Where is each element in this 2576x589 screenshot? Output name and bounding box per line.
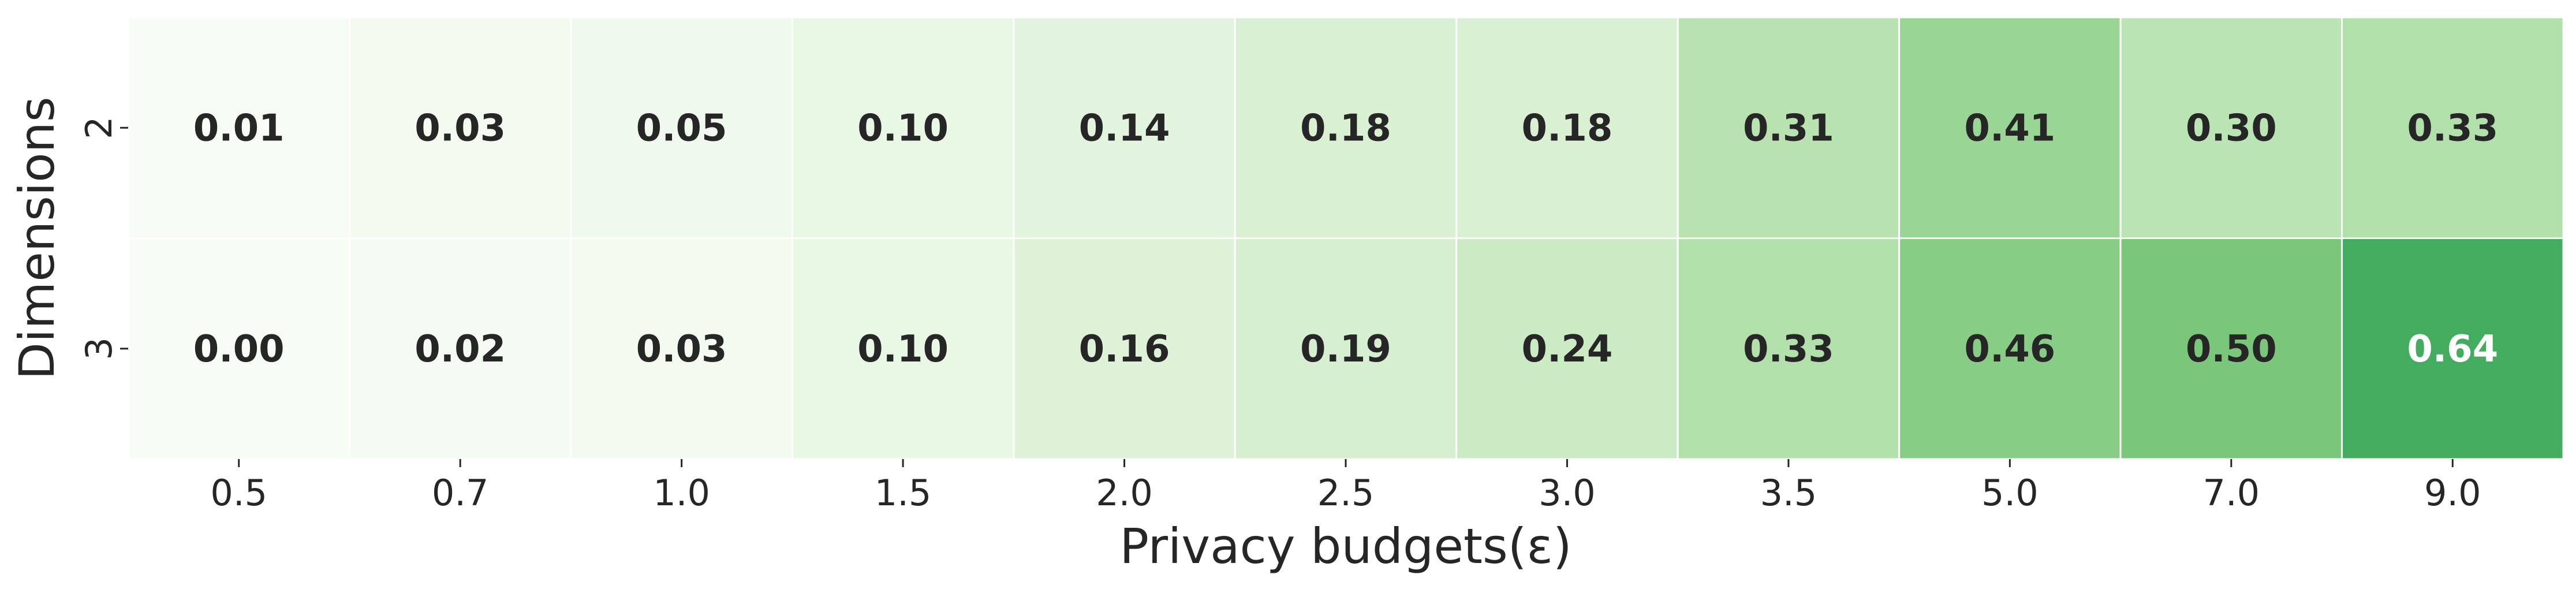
cell-value-label-r0-c3: 0.10	[857, 107, 949, 150]
heatmap-cell-r0-c7	[1677, 16, 1901, 239]
x-axis-label: Privacy budgets(ε)	[1119, 518, 1571, 575]
heatmap-cell-r1-c10	[2341, 237, 2564, 460]
x-tick-label-0: 0.5	[210, 472, 267, 514]
x-tick-label-3: 1.5	[875, 472, 932, 514]
heatmap-cell-r0-c1	[348, 16, 572, 239]
x-tick-label-5: 2.5	[1317, 472, 1375, 514]
heatmap-cell-r1-c8	[1898, 237, 2122, 460]
heatmap-cell-r0-c0	[127, 16, 350, 239]
heatmap-cell-r0-c5	[1234, 16, 1458, 239]
cell-value-label-r1-c10: 0.64	[2407, 328, 2498, 371]
x-tick-label-10: 9.0	[2424, 472, 2481, 514]
cell-value-label-r0-c7: 0.31	[1743, 107, 1834, 150]
heatmap-cell-r0-c9	[2119, 16, 2343, 239]
cell-value-label-r0-c10: 0.33	[2407, 107, 2498, 150]
heatmap-cell-r1-c4	[1013, 237, 1236, 460]
cell-value-label-r1-c8: 0.46	[1964, 328, 2055, 371]
heatmap-cell-r0-c2	[570, 16, 793, 239]
heatmap-cell-r1-c3	[791, 237, 1015, 460]
heatmap-cell-r1-c5	[1234, 237, 1458, 460]
cell-value-label-r0-c0: 0.01	[193, 107, 285, 150]
x-tick-label-6: 3.0	[1539, 472, 1596, 514]
cell-value-label-r1-c6: 0.24	[1522, 328, 1613, 371]
cell-value-label-r0-c2: 0.05	[636, 107, 727, 150]
cell-value-label-r0-c4: 0.14	[1079, 107, 1170, 150]
heatmap-cell-r0-c4	[1013, 16, 1236, 239]
x-tick-label-8: 5.0	[1981, 472, 2039, 514]
heatmap-cell-r0-c3	[791, 16, 1015, 239]
x-tick-label-7: 3.5	[1760, 472, 1817, 514]
x-tick-label-4: 2.0	[1096, 472, 1153, 514]
cell-value-label-r0-c8: 0.41	[1964, 107, 2055, 150]
cell-value-label-r1-c5: 0.19	[1300, 328, 1391, 371]
y-axis-ticks: 23	[78, 117, 128, 360]
heatmap-cell-r1-c0	[127, 237, 350, 460]
heatmap-cell-r1-c1	[348, 237, 572, 460]
x-tick-label-2: 1.0	[653, 472, 710, 514]
cell-value-label-r0-c9: 0.30	[2186, 107, 2277, 150]
heatmap-cell-r0-c10	[2341, 16, 2564, 239]
heatmap-cell-r1-c6	[1455, 237, 1679, 460]
cell-value-label-r1-c4: 0.16	[1079, 328, 1170, 371]
cell-value-label-r1-c7: 0.33	[1743, 328, 1834, 371]
cell-value-label-r1-c0: 0.00	[193, 328, 285, 371]
heatmap-cell-r1-c2	[570, 237, 793, 460]
cell-value-label-r1-c3: 0.10	[857, 328, 949, 371]
cell-value-label-r1-c2: 0.03	[636, 328, 727, 371]
cell-value-label-r1-c9: 0.50	[2186, 328, 2277, 371]
cell-value-label-r1-c1: 0.02	[415, 328, 506, 371]
y-tick-label-1: 3	[78, 337, 120, 360]
y-tick-label-0: 2	[78, 117, 120, 139]
x-tick-label-9: 7.0	[2203, 472, 2260, 514]
cell-value-label-r0-c6: 0.18	[1522, 107, 1613, 150]
cell-value-label-r0-c5: 0.18	[1300, 107, 1391, 150]
y-axis-label: Dimensions	[9, 96, 65, 379]
cell-value-label-r0-c1: 0.03	[415, 107, 506, 150]
heatmap-cells: 0.01 0.03 0.05 0.10 0.14 0.18 0.18 0.31 0.41 0.30…	[127, 16, 2564, 460]
heatmap-cell-r1-c9	[2119, 237, 2343, 460]
heatmap-cell-r1-c7	[1677, 237, 1901, 460]
x-tick-label-1: 0.7	[432, 472, 489, 514]
x-axis-ticks: 0.5 0.7 1.0 1.5 2.0 2.5 3.0 3.5 5.0 7.0 9.0	[210, 459, 2481, 514]
